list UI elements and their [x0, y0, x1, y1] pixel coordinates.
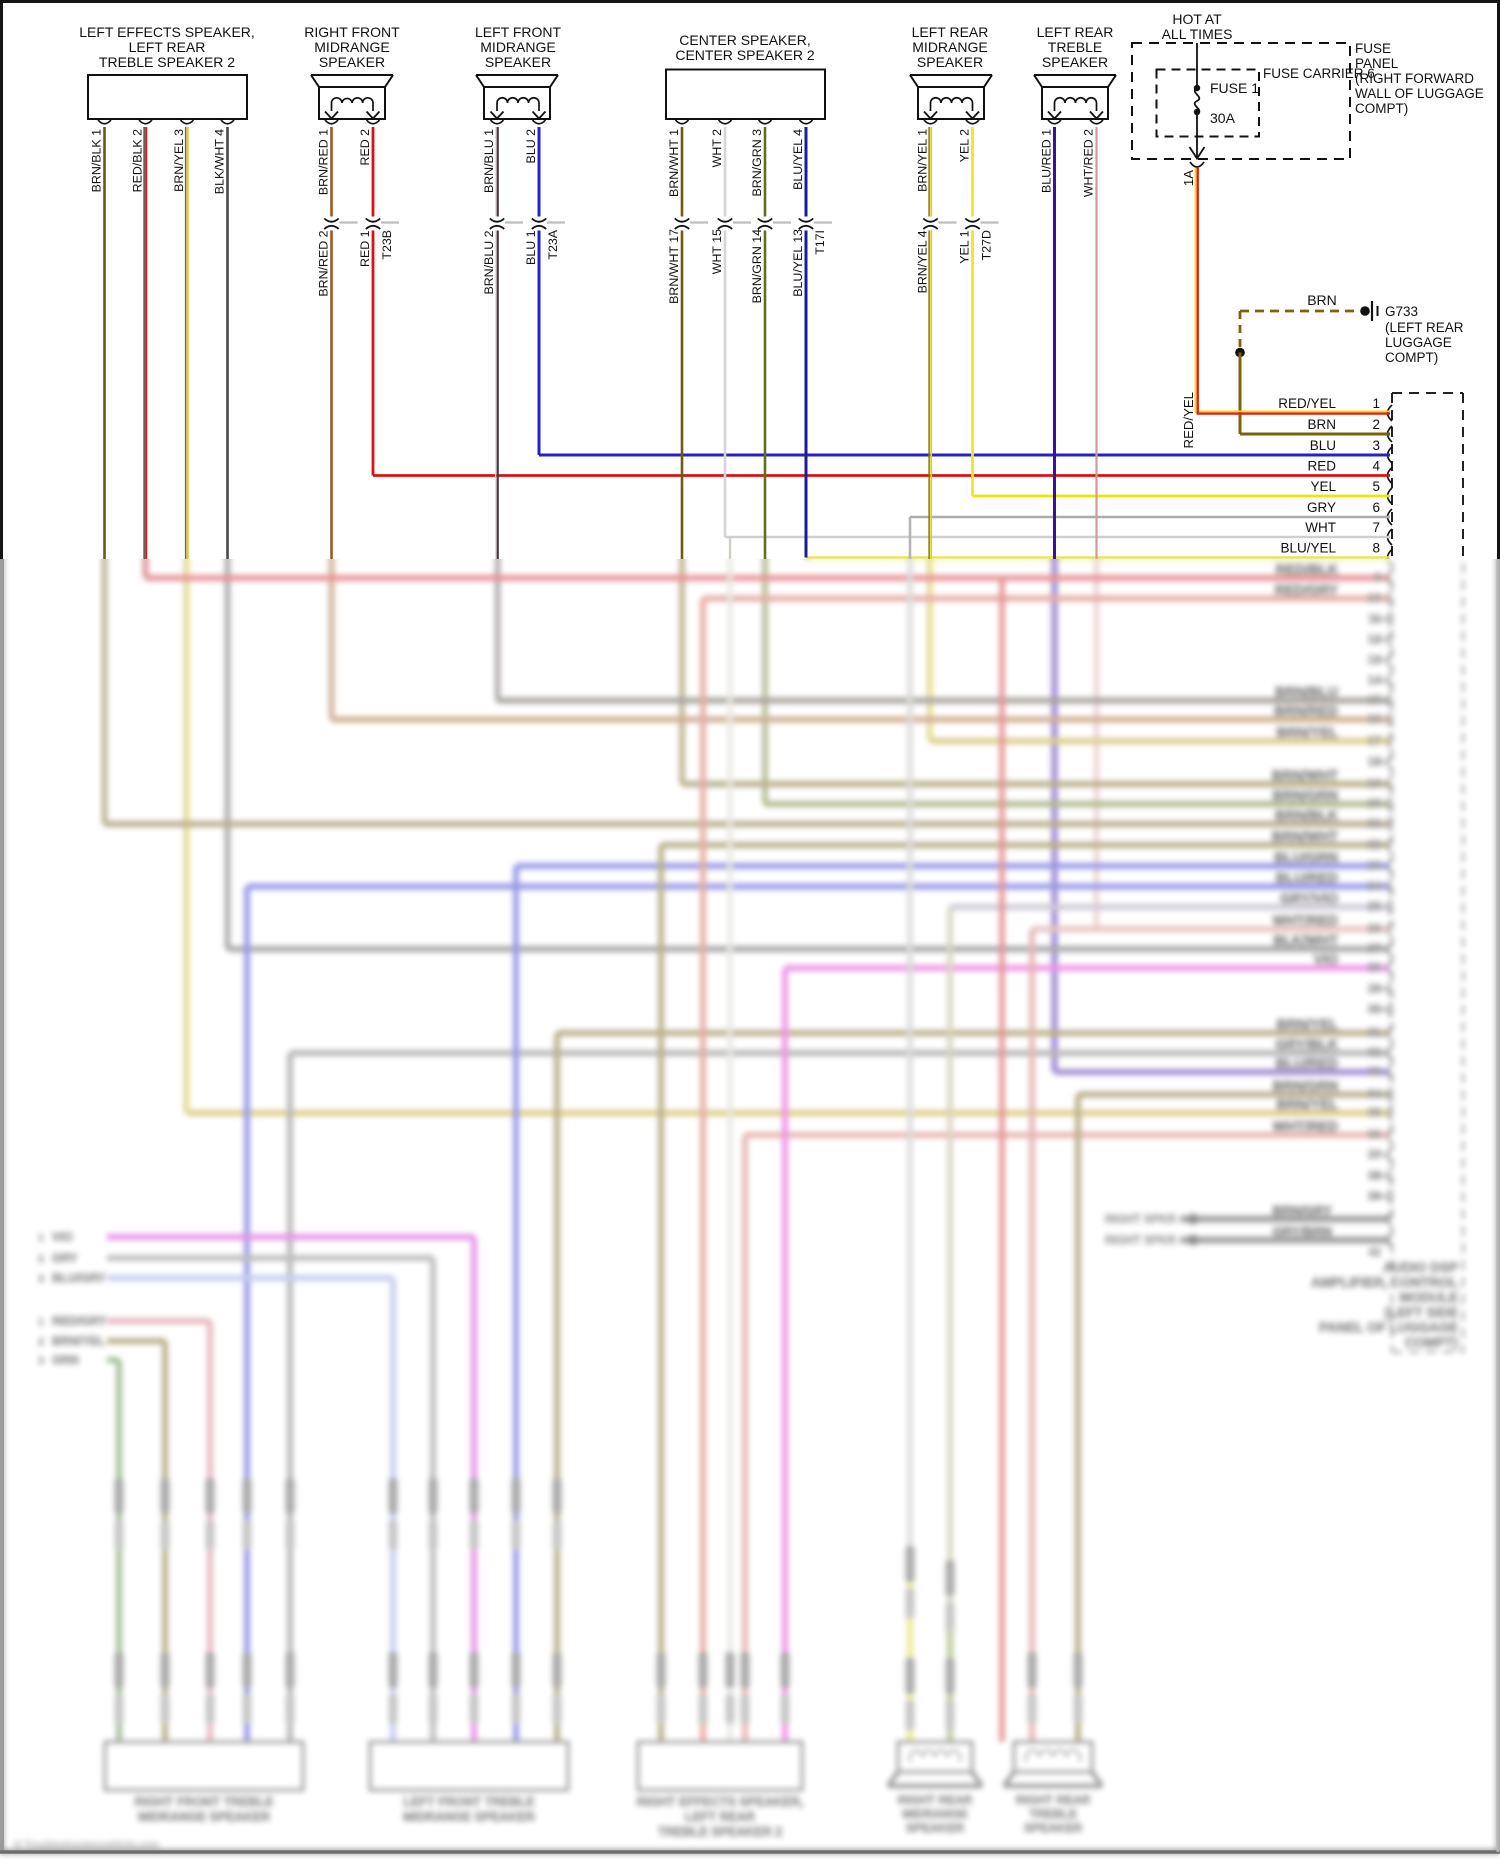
svg-text:BRN/RED 2: BRN/RED 2	[317, 230, 331, 296]
svg-text:1A: 1A	[1181, 170, 1196, 186]
svg-text:WHT 15: WHT 15	[710, 229, 724, 274]
svg-text:BLK/WHT 4: BLK/WHT 4	[213, 129, 227, 194]
svg-text:YEL 1: YEL 1	[958, 230, 972, 263]
svg-text:SPEAKER: SPEAKER	[319, 54, 385, 70]
svg-text:RIGHT FRONT: RIGHT FRONT	[304, 24, 400, 40]
svg-text:BLU/YEL: BLU/YEL	[1280, 541, 1336, 556]
svg-text:LEFT REAR: LEFT REAR	[1037, 24, 1114, 40]
svg-text:FUSE CARRIER 6: FUSE CARRIER 6	[1263, 66, 1375, 81]
svg-text:MIDRANGE: MIDRANGE	[912, 39, 987, 55]
svg-text:BLU: BLU	[1310, 438, 1336, 453]
svg-text:T27D: T27D	[980, 230, 994, 260]
svg-text:WALL OF LUGGAGE: WALL OF LUGGAGE	[1355, 86, 1484, 101]
svg-text:8: 8	[1372, 541, 1380, 556]
svg-text:BRN: BRN	[1307, 417, 1336, 432]
svg-text:SPEAKER: SPEAKER	[1042, 54, 1108, 70]
svg-text:BRN/BLU 2: BRN/BLU 2	[482, 230, 496, 294]
svg-text:LEFT FRONT: LEFT FRONT	[475, 24, 562, 40]
svg-text:T17I: T17I	[813, 230, 827, 255]
svg-text:RED 1: RED 1	[358, 230, 372, 267]
svg-text:BLU/YEL 13: BLU/YEL 13	[791, 229, 805, 297]
svg-text:LUGGAGE: LUGGAGE	[1385, 335, 1452, 350]
svg-text:BRN/GRN 14: BRN/GRN 14	[750, 229, 764, 303]
svg-text:FUSE 1: FUSE 1	[1210, 80, 1259, 96]
svg-text:6: 6	[1372, 500, 1380, 515]
svg-text:CENTER SPEAKER,: CENTER SPEAKER,	[679, 32, 810, 48]
svg-text:BLU/YEL 4: BLU/YEL 4	[791, 129, 805, 190]
svg-text:SPEAKER: SPEAKER	[485, 54, 551, 70]
svg-text:BLU/RED 1: BLU/RED 1	[1040, 129, 1054, 193]
svg-text:BLU 2: BLU 2	[524, 129, 538, 164]
svg-text:HOT AT: HOT AT	[1172, 11, 1222, 27]
svg-text:2: 2	[1372, 417, 1380, 432]
svg-text:BRN/BLU 1: BRN/BLU 1	[482, 129, 496, 193]
svg-text:WHT/RED 2: WHT/RED 2	[1082, 129, 1096, 197]
svg-text:BRN/YEL 3: BRN/YEL 3	[172, 129, 186, 192]
svg-text:G733: G733	[1385, 304, 1418, 319]
svg-text:CENTER SPEAKER 2: CENTER SPEAKER 2	[675, 47, 814, 63]
svg-text:YEL 2: YEL 2	[958, 129, 972, 162]
svg-text:PANEL: PANEL	[1355, 56, 1399, 71]
svg-text:BRN/RED 1: BRN/RED 1	[317, 129, 331, 195]
svg-text:5: 5	[1372, 479, 1380, 494]
svg-text:4: 4	[1372, 459, 1380, 474]
svg-text:BRN/BLK 1: BRN/BLK 1	[90, 129, 104, 192]
svg-text:WHT 2: WHT 2	[710, 129, 724, 167]
svg-text:TREBLE: TREBLE	[1048, 39, 1102, 55]
svg-text:BRN/YEL 1: BRN/YEL 1	[916, 129, 930, 192]
svg-text:1: 1	[1372, 396, 1380, 411]
svg-text:COMPT): COMPT)	[1355, 101, 1408, 116]
svg-text:COMPT): COMPT)	[1385, 350, 1438, 365]
svg-text:BRN/YEL 4: BRN/YEL 4	[916, 230, 930, 293]
svg-text:T23A: T23A	[546, 229, 560, 259]
svg-text:SPEAKER: SPEAKER	[917, 54, 983, 70]
svg-text:RED/YEL: RED/YEL	[1181, 392, 1196, 448]
svg-text:BRN/WHT 17: BRN/WHT 17	[667, 229, 681, 304]
svg-text:RED/BLK 2: RED/BLK 2	[131, 129, 145, 192]
svg-text:3: 3	[1372, 438, 1380, 453]
svg-text:YEL: YEL	[1310, 479, 1336, 494]
svg-text:LEFT REAR: LEFT REAR	[129, 39, 206, 55]
svg-text:GRY: GRY	[1307, 500, 1336, 515]
svg-text:BLU 1: BLU 1	[524, 230, 538, 265]
svg-text:(RIGHT FORWARD: (RIGHT FORWARD	[1355, 71, 1474, 86]
svg-text:BRN/WHT 1: BRN/WHT 1	[667, 129, 681, 197]
svg-text:(LEFT REAR: (LEFT REAR	[1385, 320, 1464, 335]
svg-text:BRN: BRN	[1307, 292, 1337, 308]
svg-text:LEFT REAR: LEFT REAR	[912, 24, 989, 40]
svg-text:TREBLE SPEAKER 2: TREBLE SPEAKER 2	[99, 54, 235, 70]
svg-text:LEFT EFFECTS SPEAKER,: LEFT EFFECTS SPEAKER,	[79, 24, 255, 40]
svg-text:RED/YEL: RED/YEL	[1278, 396, 1336, 411]
svg-text:RED 2: RED 2	[358, 129, 372, 166]
svg-text:T23B: T23B	[380, 230, 394, 260]
svg-text:7: 7	[1372, 520, 1380, 535]
svg-text:FUSE: FUSE	[1355, 41, 1391, 56]
svg-text:BRN/GRN 3: BRN/GRN 3	[750, 129, 764, 197]
svg-text:ALL TIMES: ALL TIMES	[1162, 26, 1233, 42]
svg-text:30A: 30A	[1210, 110, 1236, 126]
svg-text:RED: RED	[1307, 459, 1336, 474]
svg-text:WHT: WHT	[1305, 520, 1336, 535]
svg-text:MIDRANGE: MIDRANGE	[480, 39, 555, 55]
svg-text:MIDRANGE: MIDRANGE	[314, 39, 389, 55]
